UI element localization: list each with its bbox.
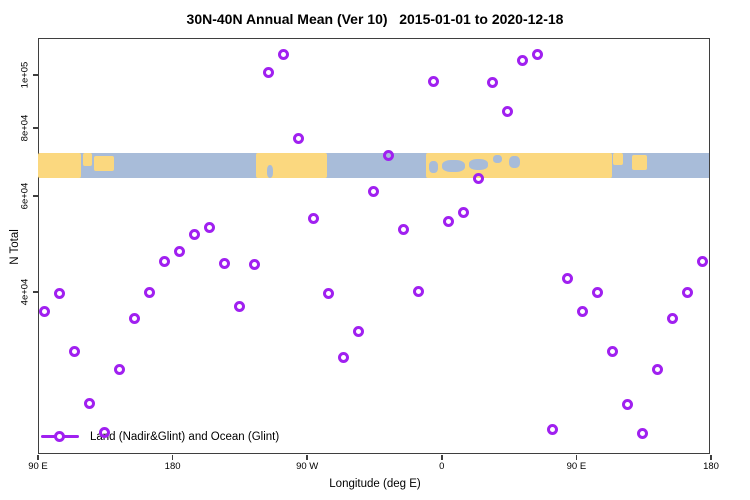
sea-patch [428,161,438,173]
data-point [338,352,350,364]
y-tick-label: 4e+04 [19,278,31,306]
legend-marker-icon [54,431,65,442]
data-point [278,48,290,60]
data-point [188,228,200,240]
y-axis-title: N Total [9,229,21,265]
data-point [666,313,678,325]
data-point [457,207,469,219]
data-point [487,76,499,88]
data-point [532,48,544,60]
land-patch [83,152,92,167]
data-point [442,216,454,228]
data-point [353,325,365,337]
data-point [427,75,439,87]
data-point [592,287,603,299]
data-point [158,255,170,267]
x-tick-label: 90 W [296,461,319,472]
land-patch [613,152,623,165]
data-point [412,285,424,297]
data-point [382,150,394,162]
data-point [368,185,379,197]
legend-label: Land (Nadir&Glint) and Ocean (Glint) [90,431,280,443]
sea-patch [469,158,489,170]
y-tick [33,291,38,293]
data-point [308,213,320,225]
data-point [233,301,245,313]
y-tick-label: 8e+04 [19,114,31,142]
y-tick [33,127,38,129]
data-point [84,398,96,410]
data-point [577,306,589,318]
x-tick [171,455,174,460]
data-point [293,133,305,145]
data-point [606,346,618,358]
data-point [651,363,663,375]
sea-patch [266,165,274,178]
data-point [562,273,574,285]
data-point [621,399,633,411]
x-tick [37,455,39,460]
data-point [636,428,648,440]
x-tick [306,455,308,460]
data-point [203,221,215,233]
data-point [39,306,51,318]
land-patch [631,155,647,170]
x-tick-label: 90 E [566,461,587,472]
data-point [99,427,111,439]
data-point [69,346,81,358]
data-point [248,259,260,271]
chart-title: 30N-40N Annual Mean (Ver 10) 2015-01-01 … [186,11,564,27]
data-point [129,313,141,325]
sea-patch [492,154,502,164]
sea-patch [509,155,520,168]
x-tick-label: 90 E [28,461,48,472]
x-tick [441,455,443,460]
data-point [263,66,275,78]
x-axis-title: Longitude (deg E) [329,478,421,490]
x-tick-label: 180 [703,461,719,472]
y-tick-label: 1e+05 [19,61,31,89]
data-point [173,246,185,258]
plot-area: Land (Nadir&Glint) and Ocean (Glint) [37,38,710,454]
data-point [218,257,230,269]
x-tick-label: 0 [439,461,445,472]
sea-patch [442,159,465,172]
y-tick-label: 6e+04 [19,182,31,210]
data-point [547,424,559,436]
x-tick [710,455,712,460]
data-point [517,55,529,67]
data-point [144,287,155,299]
x-tick-label: 180 [164,461,181,472]
land-patch [37,152,81,178]
data-point [472,173,484,185]
y-tick [33,195,38,197]
y-tick [33,74,38,76]
data-point [114,363,126,375]
data-point [54,287,66,299]
land-patch [94,155,114,171]
data-point [502,106,514,118]
data-point [323,288,335,300]
data-point [681,287,693,299]
x-tick [575,455,578,460]
data-point [696,255,708,267]
data-point [397,223,409,235]
